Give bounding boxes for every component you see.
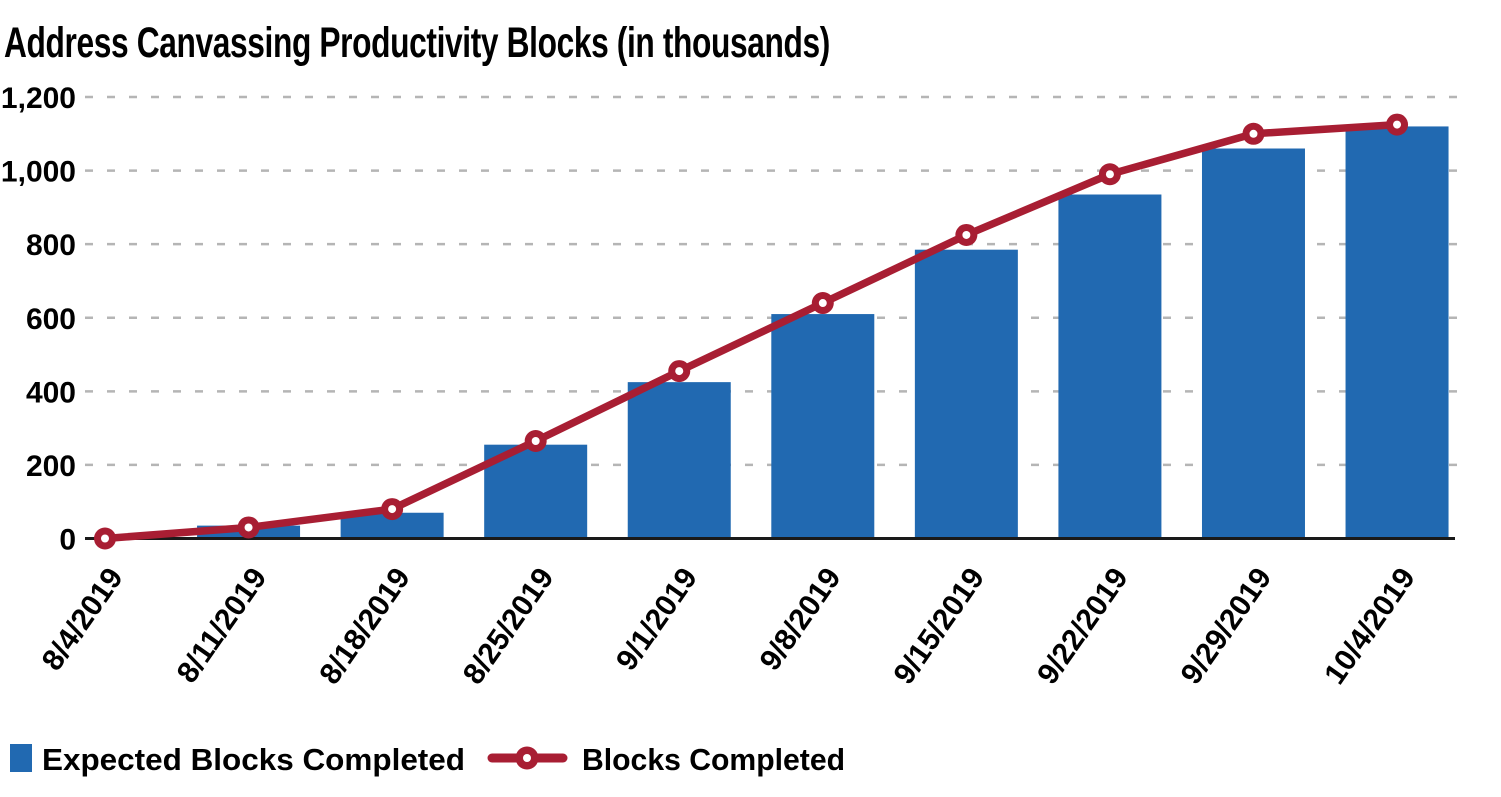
x-tick-label: 8/25/2019 [457, 562, 561, 690]
line-marker-hole [1393, 120, 1402, 129]
x-tick-label: 9/1/2019 [610, 562, 704, 677]
bar [1058, 194, 1162, 539]
y-tick-label: 800 [26, 229, 76, 262]
chart-title: Address Canvassing Productivity Blocks (… [4, 19, 830, 67]
line-series [101, 120, 1401, 543]
line-marker-hole [675, 367, 684, 376]
line-marker-hole [1105, 170, 1114, 179]
y-tick-label: 400 [26, 376, 76, 409]
y-tick-label: 0 [59, 524, 76, 557]
x-tick-label: 8/11/2019 [171, 562, 274, 689]
line-marker-hole [101, 534, 109, 543]
legend-bar-swatch [10, 744, 32, 772]
bar [914, 249, 1018, 539]
x-tick-label: 8/4/2019 [36, 562, 130, 677]
x-tick-label: 9/15/2019 [888, 562, 992, 690]
line-marker-hole [388, 505, 397, 514]
bar [1201, 148, 1305, 539]
bar [1345, 126, 1449, 539]
bar [627, 382, 731, 539]
line-marker-hole [1249, 129, 1258, 138]
plot-area: 0 200 400 600 800 1,000 1,200 8/4/2019 8/11/2019… [1, 82, 1468, 690]
y-tick-label: 600 [26, 303, 76, 336]
line-marker-hole [818, 299, 827, 308]
legend-line-symbol [487, 746, 568, 770]
x-tick-label: 9/29/2019 [1175, 562, 1279, 690]
line-marker-hole [962, 230, 971, 239]
y-tick-label: 200 [26, 450, 76, 483]
line-marker-hole [531, 437, 540, 446]
x-tick-label: 9/22/2019 [1031, 562, 1135, 690]
y-tick-label: 1,200 [1, 82, 76, 115]
legend-line-marker-hole [523, 754, 531, 762]
legend-bar-label: Expected Blocks Completed [42, 742, 465, 777]
bar [771, 314, 875, 539]
legend-line-label: Blocks Completed [582, 742, 845, 777]
x-tick-label: 9/8/2019 [754, 562, 848, 677]
line-marker-hole [244, 523, 253, 532]
legend: Expected Blocks Completed Blocks Complet… [10, 742, 845, 777]
x-tick-label: 8/18/2019 [313, 562, 417, 690]
y-tick-label: 1,000 [1, 156, 76, 189]
x-tick-label: 10/4/2019 [1318, 562, 1422, 690]
